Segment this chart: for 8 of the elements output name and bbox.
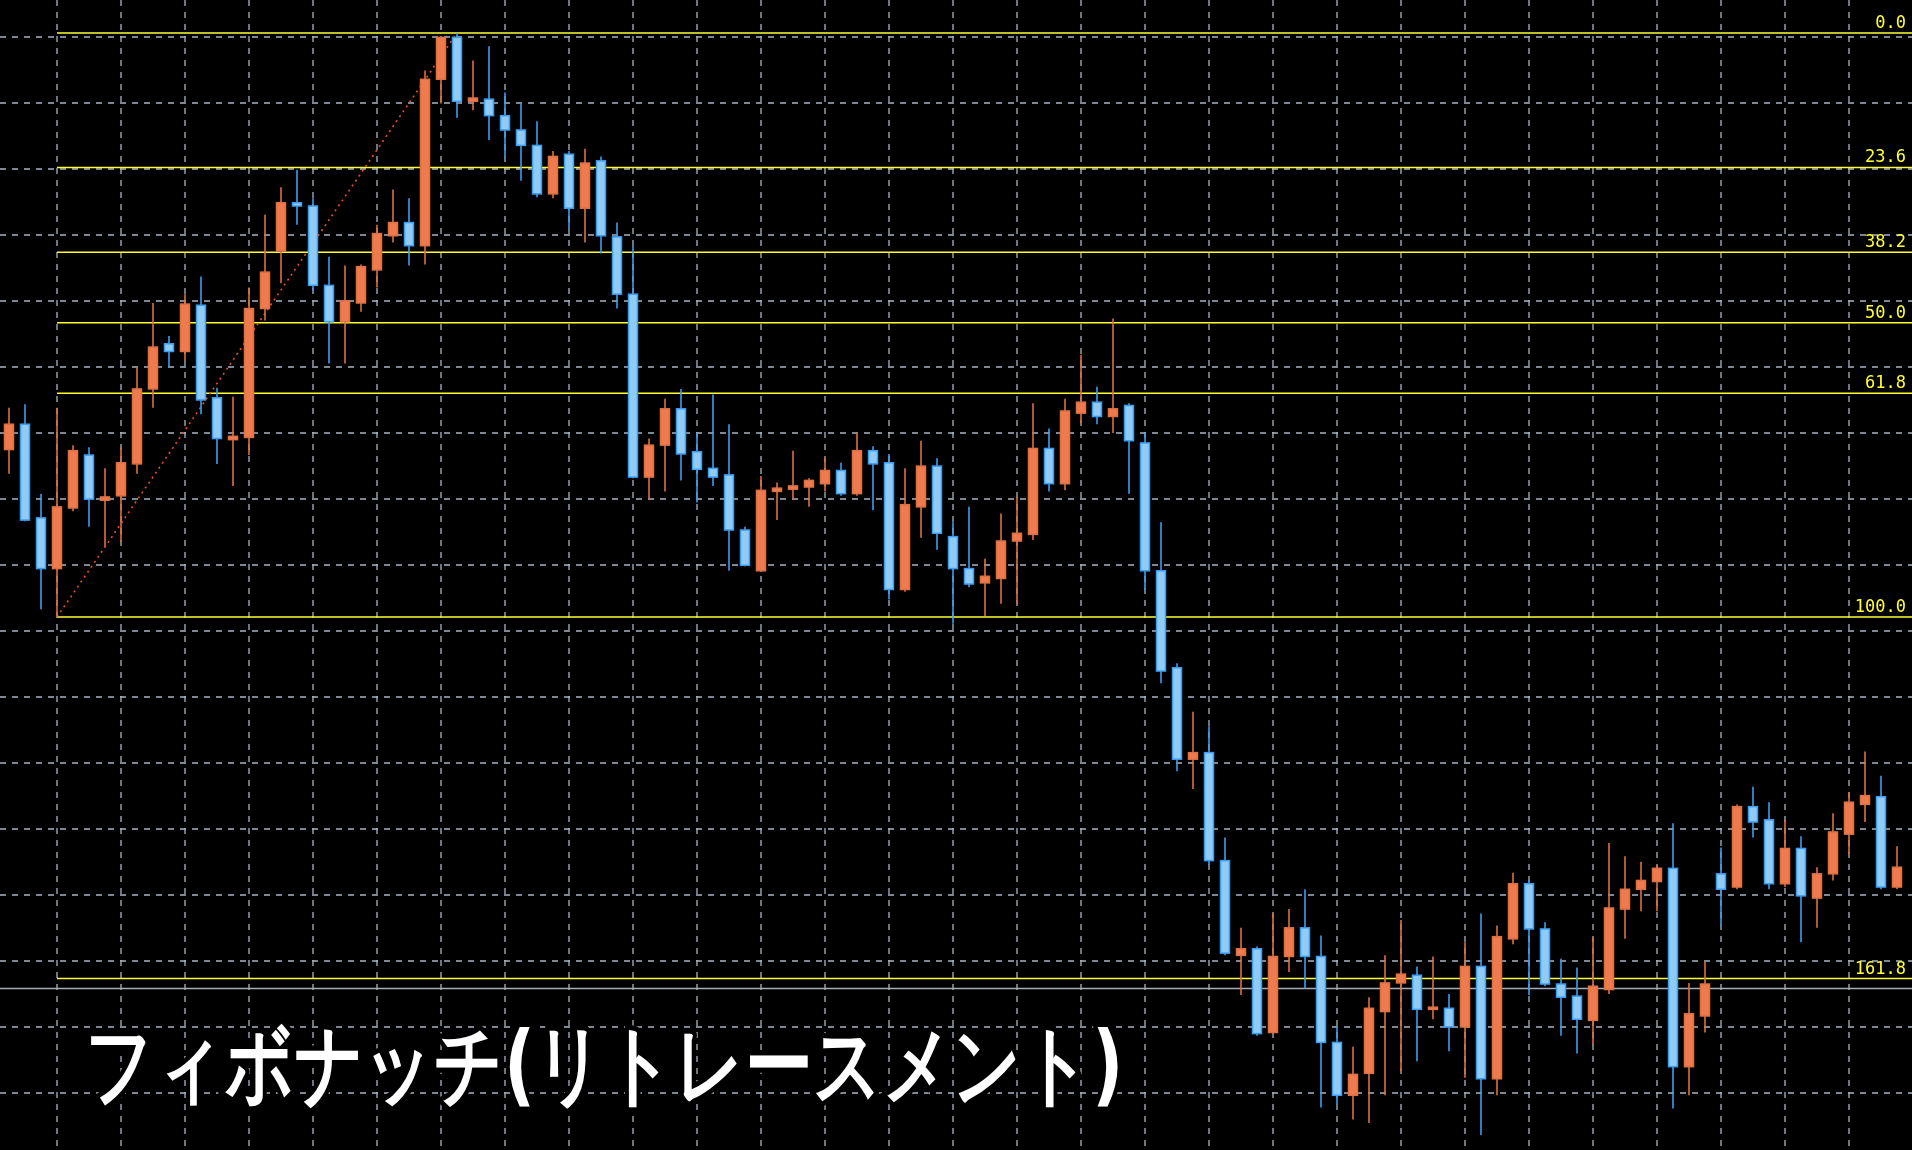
annotation: 0.0 [1875, 12, 1906, 32]
text: フィボナッチ(リトレースメント) [85, 1013, 1124, 1117]
annotation: 50.0 [1865, 301, 1906, 322]
annotation: 38.2 [1865, 231, 1906, 252]
annotation: 100.0 [1854, 596, 1906, 617]
annotation: 61.8 [1865, 372, 1906, 393]
annotation: 23.6 [1865, 146, 1906, 167]
annotation: 161.8 [1854, 957, 1906, 978]
